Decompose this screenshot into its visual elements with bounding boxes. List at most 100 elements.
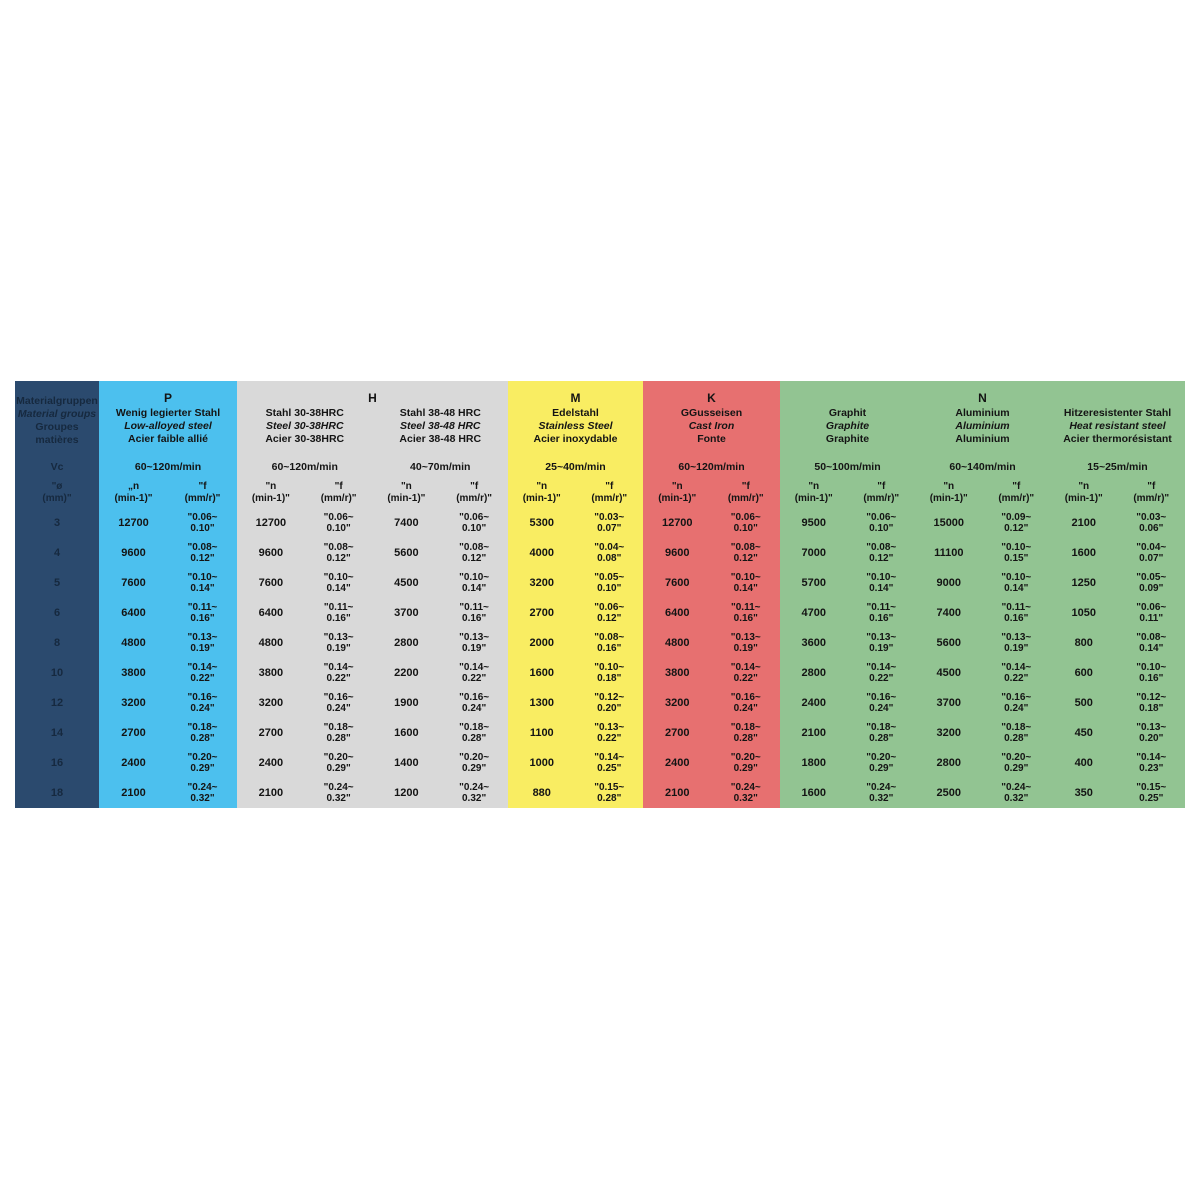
material-column: Graphit Graphite Graphite 50~100m/min "n (mi… [780,405,915,808]
n-value-cell: 9600 [121,547,146,559]
material-name-de: Aluminium [955,407,1010,419]
cutting-speed-range: 15~25m/min [1087,460,1148,473]
section-k: K GGusseisen Cast Iron Fonte 60~120m/min "n (… [643,381,780,808]
n-value-cell: 1600 [394,727,419,739]
f-value-cell: "0.10~ 0.14" [866,571,897,595]
n-value-cell: 1600 [529,667,554,679]
f-value-cell: "0.16~ 0.24" [187,691,218,715]
f-value-cell: "0.14~ 0.22" [323,661,354,685]
n-value-cell: 15000 [933,517,965,529]
n-value-cell: 2400 [121,757,146,769]
f-value-cell: "0.10~ 0.14" [730,571,761,595]
n-value-cell: 4000 [529,547,554,559]
n-value-cell: 1800 [801,757,826,769]
n-value-cell: 2700 [529,607,554,619]
material-name-en: Graphite [825,420,870,432]
diameter-row-label: 16 [50,757,64,769]
f-column-header: "f (mm/r)" [184,481,221,504]
cutting-speed-range: 60~120m/min [134,460,202,473]
material-name-fr: Acier thermorésistant [1063,433,1172,445]
f-value-cell: "0.13~ 0.20" [1136,721,1167,745]
f-value-cell: "0.11~ 0.16" [1001,601,1032,625]
f-value-cell: "0.20~ 0.29" [187,751,218,775]
material-column: Stahl 38-48 HRC Steel 38-48 HRC Acier 38-4… [373,405,509,808]
n-value-cell: 1400 [394,757,419,769]
f-value-cell: "0.08~ 0.12" [730,541,761,565]
f-value-cell: "0.11~ 0.16" [187,601,218,625]
n-value-cell: 9000 [936,577,961,589]
f-value-cell: "0.14~ 0.22" [187,661,218,685]
material-name-de: Hitzeresistenter Stahl [1063,407,1172,419]
diameter-row-label: 4 [53,547,61,559]
material-name-en: Steel 38-48 HRC [399,420,481,432]
f-value-cell: "0.20~ 0.29" [459,751,490,775]
material-name-en: Low-alloyed steel [124,420,212,432]
n-value-cell: 3800 [258,667,284,679]
speed-feed-grid: "n (min-1)" "f (mm/r)" 2100 "0.03~ 0.06" 160… [1050,478,1185,808]
section-columns: Graphit Graphite Graphite 50~100m/min "n (mi… [780,405,1185,808]
section-m: M Edelstahl Stainless Steel Acier inoxydabl… [508,381,643,808]
n-value-cell: 3700 [394,607,419,619]
n-value-cell: 1900 [394,697,419,709]
n-value-cell: 12700 [118,517,149,529]
f-value-cell: "0.24~ 0.32" [187,781,218,805]
f-value-cell: "0.11~ 0.16" [866,601,897,625]
section-p: P Wenig legierter Stahl Low-alloyed steel A… [99,381,237,808]
n-value-cell: 11100 [934,547,964,559]
f-value-cell: "0.03~ 0.06" [1136,511,1167,535]
n-value-cell: 2700 [665,727,690,739]
f-value-cell: "0.04~ 0.07" [1136,541,1167,565]
n-value-cell: 4500 [936,667,961,679]
n-value-cell: 2400 [665,757,690,769]
f-value-cell: "0.14~ 0.23" [1136,751,1167,775]
n-value-cell: 2700 [258,727,284,739]
speed-feed-grid: "n (min-1)" "f (mm/r)" 12700 "0.06~ 0.10" 96… [237,478,373,808]
f-value-cell: "0.16~ 0.24" [866,691,897,715]
material-name-fr: Acier faible allié [128,433,208,445]
material-name-block: Stahl 38-48 HRC Steel 38-48 HRC Acier 38-4… [373,405,509,455]
f-value-cell: "0.13~ 0.19" [1001,631,1032,655]
n-value-cell: 5300 [529,517,554,529]
n-value-cell: 12700 [255,517,287,529]
n-value-cell: 4700 [801,607,826,619]
material-name-en: Steel 30-38HRC [265,420,344,432]
diameter-row-label: 10 [50,667,64,679]
material-name-fr: Acier inoxydable [533,433,618,445]
f-value-cell: "0.18~ 0.28" [1001,721,1032,745]
speed-feed-grid: „n (min-1)" "f (mm/r)" 12700 "0.06~ 0.10" 96… [99,478,237,808]
material-name-de: Stahl 38-48 HRC [399,407,481,419]
f-value-cell: "0.11~ 0.16" [323,601,354,625]
n-value-cell: 2100 [121,787,146,799]
section-columns: Wenig legierter Stahl Low-alloyed steel Ac… [99,405,237,808]
n-value-cell: 2500 [936,787,961,799]
f-value-cell: "0.11~ 0.16" [731,601,761,625]
f-value-cell: "0.18~ 0.28" [323,721,354,745]
f-value-cell: "0.24~ 0.32" [323,781,354,805]
material-name-de: Graphit [828,407,867,419]
n-value-cell: 2100 [1071,517,1096,529]
f-value-cell: "0.18~ 0.28" [187,721,218,745]
material-name-block: Wenig legierter Stahl Low-alloyed steel Ac… [99,405,237,455]
diameter-row-label: 12 [50,697,64,709]
speed-feed-grid: "n (min-1)" "f (mm/r)" 12700 "0.06~ 0.10" 96… [643,478,780,808]
material-name-de: Stahl 30-38HRC [265,407,344,419]
f-value-cell: "0.16~ 0.24" [323,691,354,715]
diameter-row-label: 8 [53,637,61,649]
f-value-cell: "0.18~ 0.28" [866,721,897,745]
f-value-cell: "0.20~ 0.29" [1001,751,1032,775]
n-value-cell: 7600 [258,577,284,589]
n-value-cell: 5600 [394,547,419,559]
n-column-header: "n (min-1)" [387,481,426,504]
speed-feed-grid: "n (min-1)" "f (mm/r)" 5300 "0.03~ 0.07" 400… [508,478,643,808]
n-value-cell: 2000 [529,637,554,649]
f-value-cell: "0.06~ 0.10" [866,511,897,535]
n-value-cell: 3700 [936,697,961,709]
f-value-cell: "0.03~ 0.07" [594,511,625,535]
n-value-cell: 4800 [121,637,146,649]
f-column-header: "f (mm/r)" [998,481,1035,504]
n-value-cell: 3200 [529,577,554,589]
f-column-header: "f (mm/r)" [320,481,357,504]
f-value-cell: "0.24~ 0.32" [1001,781,1032,805]
f-value-cell: "0.18~ 0.28" [730,721,761,745]
material-name-fr: Aluminium [955,433,1010,445]
